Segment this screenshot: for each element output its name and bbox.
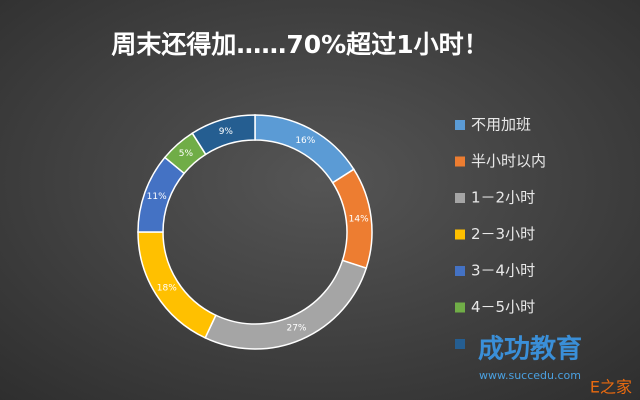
legend-label: 半小时以内	[471, 152, 546, 170]
data-label: 16%	[295, 136, 315, 146]
watermark-name: 成功教育	[478, 334, 582, 365]
chart-title: 周末还得加……70%超过1小时！	[111, 30, 488, 59]
legend-swatch	[455, 193, 465, 203]
legend-label: 4－5小时	[471, 298, 535, 316]
legend-swatch	[455, 266, 465, 276]
data-label: 5%	[179, 149, 194, 159]
legend-label: 1－2小时	[471, 189, 535, 207]
legend-label: 3－4小时	[471, 262, 535, 280]
legend-swatch	[455, 339, 465, 349]
data-label: 27%	[286, 323, 306, 333]
watermark-corner: E之家	[590, 378, 632, 397]
legend-label: 不用加班	[471, 116, 531, 134]
donut-segment	[191, 114, 256, 156]
legend-swatch	[455, 120, 465, 130]
data-label: 14%	[349, 214, 369, 224]
data-label: 18%	[157, 283, 177, 293]
watermark-url: www.succedu.com	[479, 369, 581, 382]
legend-label: 2－3小时	[471, 225, 535, 243]
legend-swatch	[455, 229, 465, 240]
data-label: 9%	[219, 127, 234, 137]
legend-swatch	[455, 302, 465, 313]
data-label: 11%	[147, 192, 167, 202]
legend-swatch	[455, 156, 465, 167]
